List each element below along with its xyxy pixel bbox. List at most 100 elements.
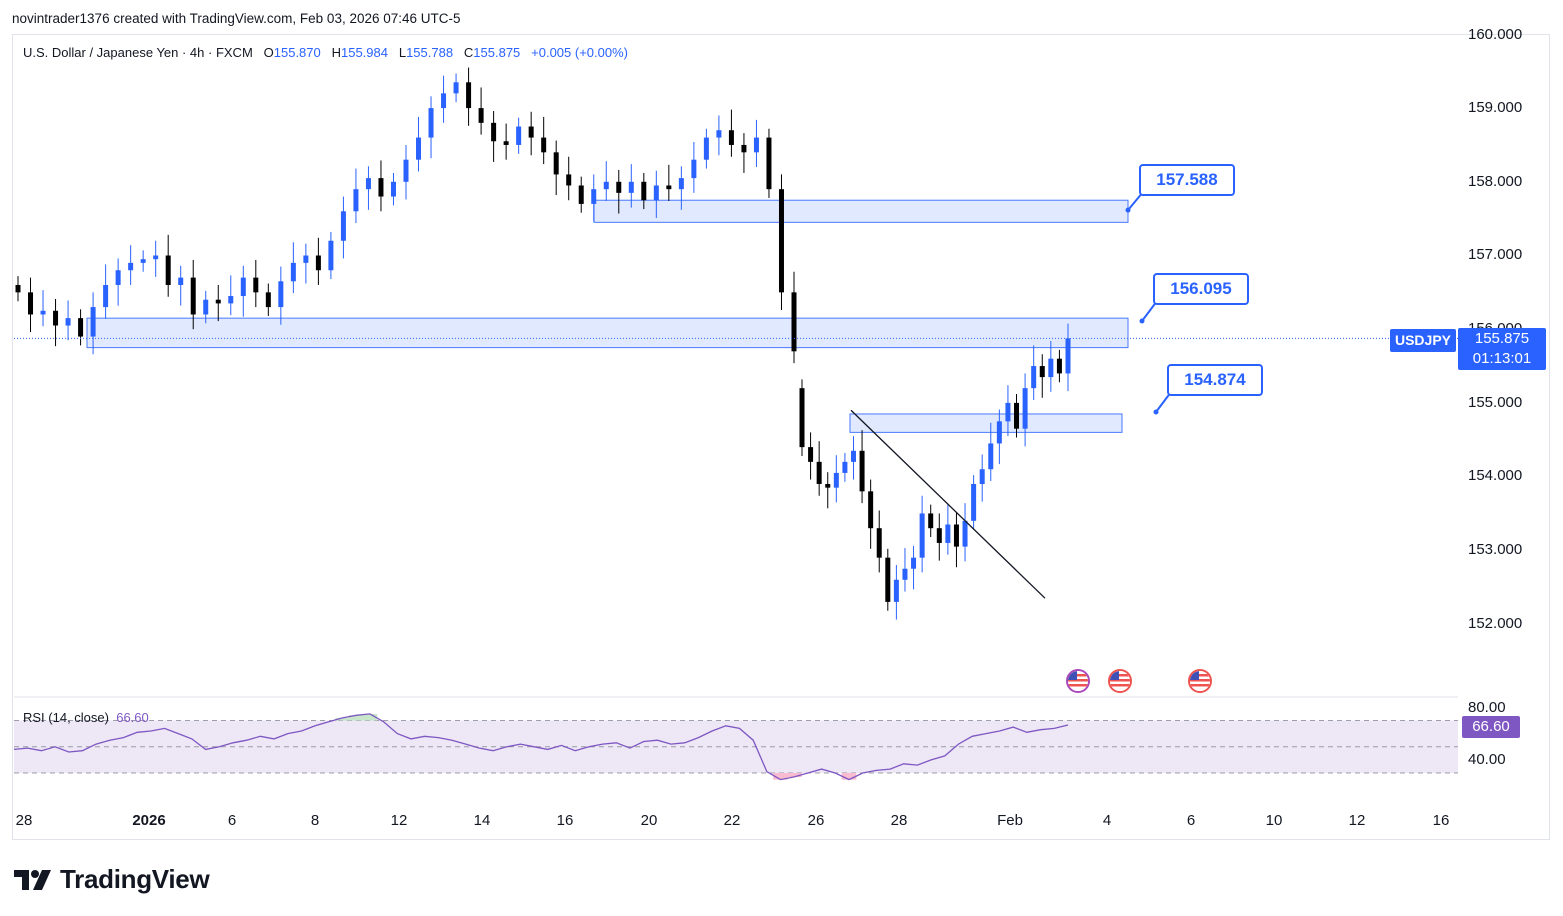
candle-body: [503, 141, 509, 145]
price-zone: [593, 199, 1129, 223]
candle-body: [911, 557, 917, 569]
candle-body: [528, 126, 534, 138]
candle-body: [303, 255, 309, 263]
legend-title: U.S. Dollar / Japanese Yen · 4h · FXCM: [23, 45, 253, 60]
price-tick: 154.000: [1468, 467, 1523, 484]
candle-body: [799, 388, 805, 448]
candle-body: [678, 178, 684, 190]
candle-body: [859, 450, 865, 492]
time-tick: 20: [640, 812, 658, 829]
candle-body: [1005, 402, 1011, 422]
rsi-line: [13, 713, 1069, 781]
level-callout[interactable]: 154.874: [1167, 364, 1263, 396]
candle-body: [265, 292, 271, 308]
us-flag-icon[interactable]: [1066, 669, 1090, 693]
candle-body: [876, 528, 882, 558]
candle-body: [453, 82, 459, 94]
candle-body: [428, 108, 434, 138]
time-tick: 26: [807, 812, 825, 829]
candle-body: [653, 185, 659, 201]
candle-body: [962, 520, 968, 547]
candle-body: [603, 181, 609, 190]
level-callout[interactable]: 157.588: [1139, 164, 1235, 196]
time-tick: 12: [390, 812, 408, 829]
legend-open-label: O: [263, 45, 274, 60]
brand-name: TradingView: [60, 864, 210, 894]
price-tick: 159.000: [1468, 99, 1523, 116]
candle-body: [1048, 358, 1054, 378]
rsi-legend-value: 66.60: [116, 710, 149, 725]
candle-body: [666, 185, 672, 190]
candle-body: [885, 557, 891, 602]
candle-body: [466, 82, 472, 109]
candle-body: [403, 159, 409, 182]
chart-frame: [12, 34, 1550, 840]
price-tick: 158.000: [1468, 173, 1523, 190]
candle-body: [825, 483, 831, 488]
tradingview-brand[interactable]: TradingView: [14, 864, 210, 895]
legend-high: 155.984: [340, 45, 388, 60]
candle-body: [778, 189, 784, 293]
candle-body: [103, 284, 109, 308]
candle-body: [190, 277, 196, 315]
candle-body: [741, 144, 747, 153]
time-tick: 4: [1102, 812, 1112, 829]
candle-body: [945, 524, 951, 543]
rsi-label: RSI (14, close): [23, 710, 109, 725]
time-tick: 16: [556, 812, 574, 829]
candle-body: [988, 443, 994, 470]
candle-body: [253, 277, 259, 293]
time-tick: 16: [1432, 812, 1450, 829]
price-tick: 153.000: [1468, 541, 1523, 558]
time-tick: 6: [227, 812, 237, 829]
tradingview-logo-icon: [14, 869, 51, 890]
legend-close-label: C: [463, 45, 474, 60]
candle-body: [153, 255, 159, 260]
price-tick: 155.000: [1468, 394, 1523, 411]
legend-low-label: L: [398, 45, 407, 60]
legend-change: +0.005 (+0.00%): [531, 45, 628, 60]
candle-body: [1056, 358, 1062, 374]
candle-body: [78, 318, 84, 337]
candle-body: [716, 130, 722, 138]
us-flag-icon[interactable]: [1108, 669, 1132, 693]
candle-body: [850, 450, 856, 462]
candle-body: [902, 568, 908, 580]
candle-body: [728, 130, 734, 145]
price-zone: [849, 413, 1123, 433]
legend-open: 155.870: [273, 45, 321, 60]
candle-body: [566, 174, 572, 186]
level-callout[interactable]: 156.095: [1153, 273, 1249, 305]
candle-body: [1014, 402, 1020, 429]
price-tick: 160.000: [1468, 26, 1523, 43]
current-price-badge: 155.875 01:13:01: [1458, 328, 1546, 370]
rsi-value-badge: 66.60: [1462, 716, 1520, 738]
candle-body: [808, 447, 814, 462]
candle-body: [478, 108, 484, 123]
candle-body: [842, 461, 848, 473]
us-flag-icon[interactable]: [1188, 669, 1212, 693]
time-tick: Feb: [997, 812, 1023, 829]
candle-body: [115, 270, 121, 285]
candle-body: [40, 310, 46, 315]
candle-body: [1022, 388, 1028, 429]
candle-body: [315, 255, 321, 271]
candle-body: [328, 240, 334, 271]
price-zone: [86, 317, 1129, 349]
callout-anchor: [1139, 318, 1145, 324]
candle-body: [996, 421, 1002, 444]
candle-body: [893, 579, 899, 602]
candle-body: [928, 513, 934, 529]
legend-high-label: H: [331, 45, 341, 60]
candle-body: [936, 528, 942, 543]
candle-body: [578, 185, 584, 204]
candle-body: [28, 292, 34, 315]
candle-body: [516, 126, 522, 145]
time-tick: 12: [1348, 812, 1366, 829]
candle-body: [140, 259, 146, 263]
callout-anchor: [1153, 409, 1159, 415]
symbol-legend: U.S. Dollar / Japanese Yen · 4h · FXCM O…: [23, 45, 628, 60]
candle-body: [90, 307, 96, 337]
candle-body: [278, 281, 284, 308]
